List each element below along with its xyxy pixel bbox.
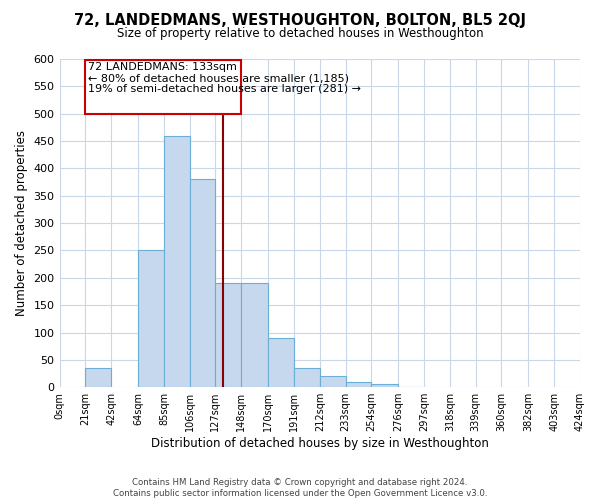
Text: ← 80% of detached houses are smaller (1,185): ← 80% of detached houses are smaller (1,…: [88, 73, 349, 83]
Bar: [371, 384, 398, 387]
Text: Contains HM Land Registry data © Crown copyright and database right 2024.
Contai: Contains HM Land Registry data © Crown c…: [113, 478, 487, 498]
Bar: [398, 386, 424, 387]
Bar: [85, 368, 111, 387]
Bar: [268, 338, 294, 387]
Bar: [320, 376, 346, 387]
Text: 72, LANDEDMANS, WESTHOUGHTON, BOLTON, BL5 2QJ: 72, LANDEDMANS, WESTHOUGHTON, BOLTON, BL…: [74, 12, 526, 28]
Text: 72 LANDEDMANS: 133sqm: 72 LANDEDMANS: 133sqm: [88, 62, 236, 72]
Bar: [85, 60, 241, 114]
Text: 19% of semi-detached houses are larger (281) →: 19% of semi-detached houses are larger (…: [88, 84, 361, 94]
Bar: [294, 368, 320, 387]
Text: Size of property relative to detached houses in Westhoughton: Size of property relative to detached ho…: [116, 28, 484, 40]
Y-axis label: Number of detached properties: Number of detached properties: [15, 130, 28, 316]
Bar: [241, 284, 268, 387]
Bar: [138, 250, 164, 387]
Bar: [215, 284, 241, 387]
Bar: [164, 136, 190, 387]
X-axis label: Distribution of detached houses by size in Westhoughton: Distribution of detached houses by size …: [151, 437, 489, 450]
Bar: [190, 180, 215, 387]
Bar: [346, 382, 371, 387]
